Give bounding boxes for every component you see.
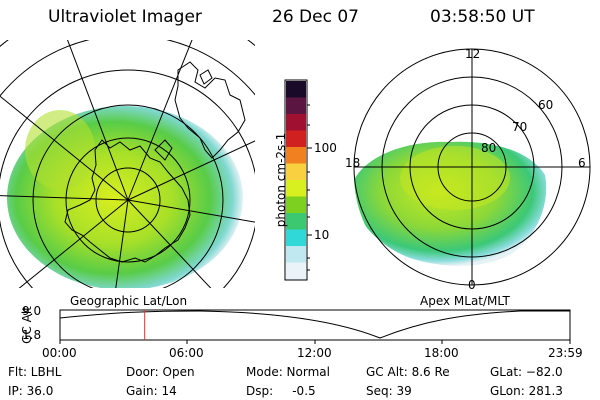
colorbar-cell — [286, 229, 306, 247]
info-dsp: Dsp: -0.5 — [246, 384, 316, 398]
colorbar-cell — [286, 147, 306, 164]
info-glon: GLon: 281.3 — [490, 384, 563, 398]
colorbar-cell — [286, 81, 306, 98]
colorbar-label-100: 100 — [314, 141, 337, 155]
magnetic-map — [353, 48, 591, 286]
timeline-xtick-2: 12:00 — [297, 346, 332, 360]
mlat-mlt-grid — [353, 48, 591, 286]
instrument-title: Ultraviolet Imager — [48, 7, 202, 27]
info-seq: Seq: 39 — [366, 384, 412, 398]
colorbar-cell — [286, 196, 306, 214]
mlat-label-80: 80 — [481, 141, 497, 155]
colorbar-cell — [286, 213, 306, 230]
info-ip: IP: 36.0 — [8, 384, 54, 398]
colorbar — [284, 79, 312, 281]
timeline-xtick-1: 06:00 — [169, 346, 204, 360]
timeline-xtick-0: 00:00 — [42, 346, 77, 360]
info-gcalt: GC Alt: 8.6 Re — [366, 365, 450, 379]
colorbar-cell — [286, 262, 306, 280]
colorbar-cell — [286, 246, 306, 263]
info-gain: Gain: 14 — [126, 384, 177, 398]
colorbar-cell — [286, 180, 306, 197]
mlat-label-60: 60 — [538, 98, 554, 112]
emission-patch — [25, 110, 95, 190]
geographic-map — [0, 40, 255, 288]
mlt-label-18: 18 — [345, 156, 361, 170]
info-flt: Flt: LBHL — [8, 365, 62, 379]
timeline-xtick-3: 18:00 — [424, 346, 459, 360]
timeline-plot — [59, 309, 571, 344]
timeline-frame — [59, 309, 571, 341]
colorbar-cell — [286, 114, 306, 131]
mlt-label-6: 6 — [578, 156, 586, 170]
colorbar-cell — [286, 97, 306, 115]
info-door: Door: Open — [126, 365, 195, 379]
info-mode: Mode: Normal — [246, 365, 330, 379]
gc-alt-curve — [59, 310, 570, 339]
latlon-grid — [0, 40, 255, 288]
colorbar-frame — [284, 79, 308, 281]
time-label: 03:58:50 UT — [430, 7, 535, 27]
colorbar-unit-label: photon cm-2s-1 — [274, 132, 288, 228]
colorbar-cell — [286, 163, 306, 181]
geographic-caption: Geographic Lat/Lon — [70, 294, 188, 308]
timeline-ytick-top: 9.0 — [22, 304, 42, 318]
date-label: 26 Dec 07 — [272, 7, 359, 27]
info-glat: GLat: −82.0 — [490, 365, 563, 379]
timeline-ytick-bottom: 1.8 — [22, 328, 42, 342]
mlt-label-0: 0 — [468, 278, 476, 292]
mlat-label-70: 70 — [512, 120, 528, 134]
colorbar-label-10: 10 — [314, 228, 330, 242]
timeline-xtick-4: 23:59 — [548, 346, 583, 360]
magnetic-caption: Apex MLat/MLT — [420, 294, 510, 308]
colorbar-cell — [286, 130, 306, 148]
coastlines — [64, 61, 246, 263]
mlt-label-12: 12 — [465, 47, 481, 61]
